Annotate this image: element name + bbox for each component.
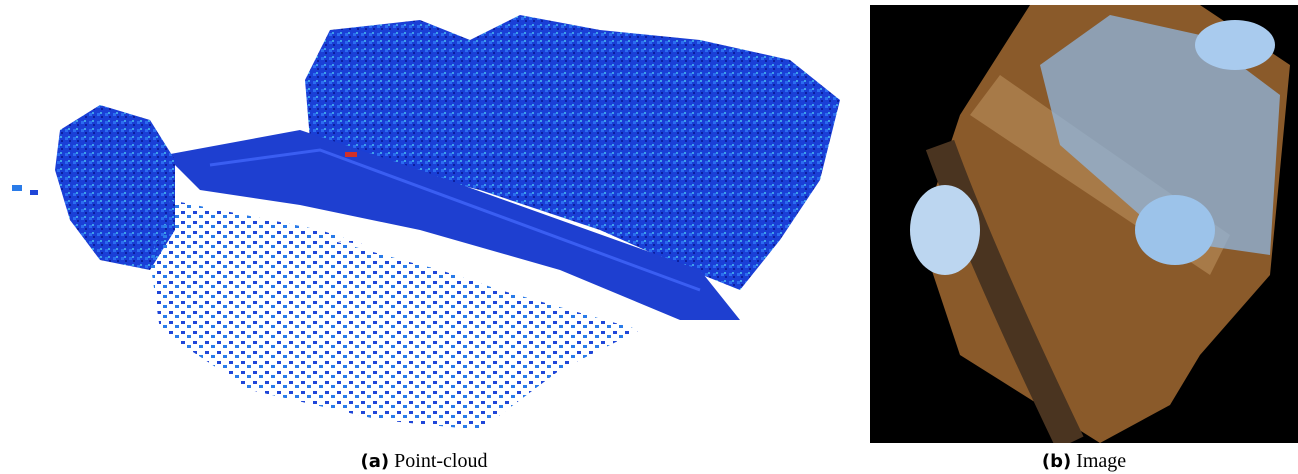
aerial-image bbox=[870, 5, 1298, 443]
page: {"figure": {"subfigures": [ {"label": "(… bbox=[0, 0, 1298, 474]
caption-b: (b) Image bbox=[1042, 450, 1126, 473]
caption-text: Image bbox=[1076, 450, 1126, 472]
subfigure-label: (b) bbox=[1042, 451, 1071, 472]
caption-a: (a) Point-cloud bbox=[361, 450, 488, 473]
caption-text: Point-cloud bbox=[394, 450, 487, 472]
point-cloud-image bbox=[0, 0, 850, 445]
subfigure-label: (a) bbox=[361, 451, 390, 472]
